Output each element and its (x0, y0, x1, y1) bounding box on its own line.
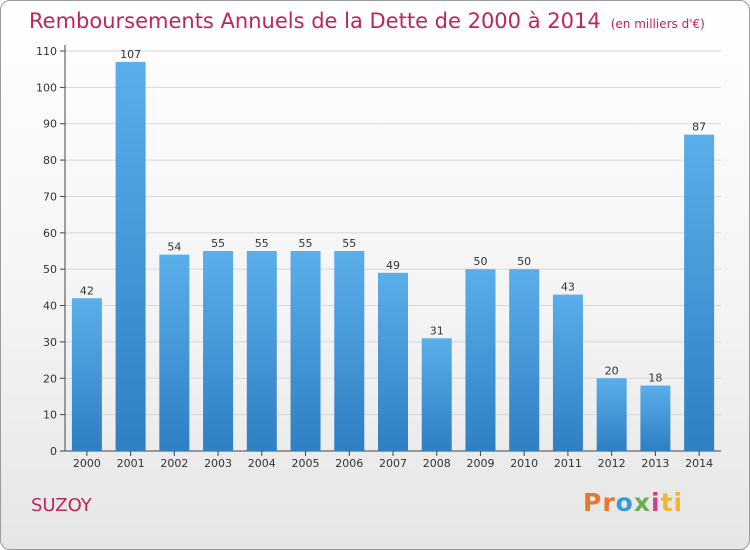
bar (509, 269, 540, 451)
x-tick-label: 2013 (641, 457, 669, 470)
x-tick-label: 2002 (160, 457, 188, 470)
bar (246, 251, 277, 451)
bar (465, 269, 496, 451)
y-tick-label: 90 (43, 118, 57, 131)
x-tick-label: 2014 (685, 457, 713, 470)
x-tick-label: 2010 (510, 457, 538, 470)
bar (552, 294, 583, 451)
y-tick-label: 40 (43, 300, 57, 313)
x-tick-label: 2006 (335, 457, 363, 470)
x-tick-label: 2007 (379, 457, 407, 470)
bar (596, 378, 627, 451)
y-tick-label: 110 (36, 45, 57, 58)
bar (115, 61, 146, 452)
data-label: 50 (517, 255, 531, 268)
x-tick-label: 2009 (466, 457, 494, 470)
bar (290, 251, 321, 451)
data-label: 55 (299, 237, 313, 250)
logo-part: ti (660, 488, 684, 517)
logo-part: x (633, 488, 651, 517)
x-tick-labels: 2000 2001 2002 2003 2004 2005 2006 2007 2008 2009… (73, 457, 713, 470)
x-tick-label: 2012 (598, 457, 626, 470)
x-tick-label: 2000 (73, 457, 101, 470)
data-label: 18 (648, 372, 662, 385)
bar (71, 298, 102, 451)
bar (684, 134, 715, 452)
x-tick-label: 2011 (554, 457, 582, 470)
bar (378, 272, 408, 451)
data-label: 43 (561, 281, 575, 294)
chart-title-text: Remboursements Annuels de la Dette de 20… (29, 9, 601, 33)
data-label: 42 (80, 284, 94, 297)
place-name: SUZOY (31, 495, 92, 516)
data-label: 31 (430, 324, 444, 337)
y-tick-label: 30 (43, 336, 57, 349)
data-label: 20 (605, 364, 619, 377)
logo-part: Pr (583, 488, 616, 517)
bars (71, 61, 715, 452)
data-labels: 42 107 54 55 55 55 55 49 31 50 50 43 20 18 87 (80, 48, 706, 385)
bar (203, 251, 234, 451)
data-label: 55 (342, 237, 356, 250)
logo-part: o (615, 488, 634, 517)
bar (640, 385, 671, 451)
x-tick-label: 2004 (248, 457, 276, 470)
y-tick-label: 50 (43, 263, 57, 276)
y-tick-label: 70 (43, 190, 57, 203)
bar (159, 254, 190, 451)
x-tick-label: 2008 (423, 457, 451, 470)
x-tick-label: 2001 (117, 457, 145, 470)
y-tick-label: 20 (43, 372, 57, 385)
data-label: 107 (120, 48, 141, 61)
chart-subtitle: (en milliers d'€) (610, 17, 705, 31)
data-label: 50 (473, 255, 487, 268)
bar (421, 338, 452, 451)
y-tick-label: 10 (43, 409, 57, 422)
y-tick-label: 60 (43, 227, 57, 240)
logo-part: i (650, 488, 661, 517)
bar (334, 251, 365, 451)
y-tick-label: 100 (36, 81, 57, 94)
y-tick-label: 80 (43, 154, 57, 167)
x-tick-label: 2003 (204, 457, 232, 470)
data-label: 55 (255, 237, 269, 250)
chart-title: Remboursements Annuels de la Dette de 20… (29, 9, 705, 33)
data-label: 54 (167, 241, 181, 254)
proxiti-logo: Proxiti (583, 488, 683, 517)
y-tick-label: 0 (50, 445, 57, 458)
data-label: 55 (211, 237, 225, 250)
x-tick-label: 2005 (292, 457, 320, 470)
data-label: 87 (692, 121, 706, 134)
data-label: 49 (386, 259, 400, 272)
y-tick-labels: 0 10 20 30 40 50 60 70 80 90 100 110 (36, 45, 57, 458)
